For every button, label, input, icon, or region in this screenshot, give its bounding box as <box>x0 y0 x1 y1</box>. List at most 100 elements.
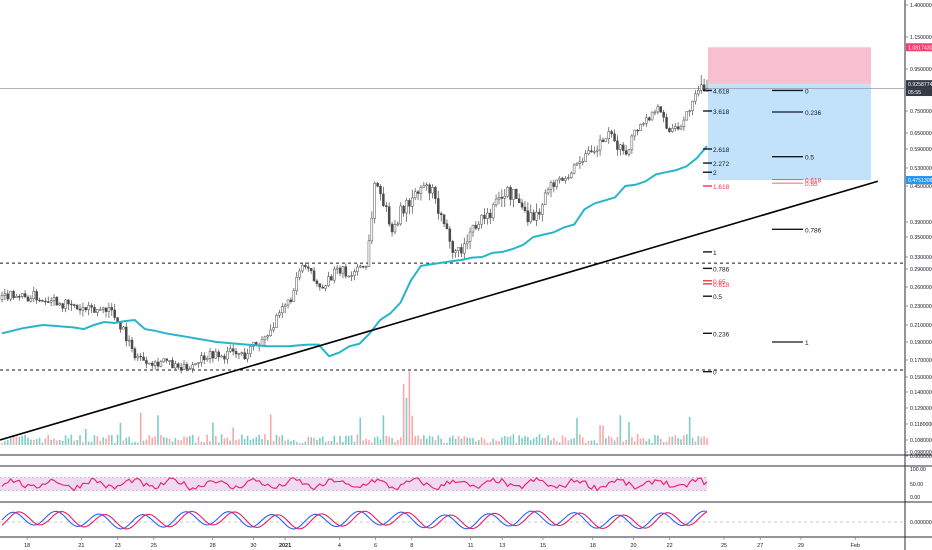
volume-bar <box>535 436 538 445</box>
candle-body <box>188 368 192 370</box>
candle-body <box>402 205 405 214</box>
candle-body <box>373 182 376 219</box>
volume-bar <box>53 438 55 445</box>
volume-bar <box>423 435 425 445</box>
volume-bar <box>316 440 318 445</box>
candle-body <box>20 293 24 297</box>
volume-bar <box>512 434 515 445</box>
volume-bar <box>414 436 416 445</box>
volume-bar <box>9 438 12 445</box>
volume-bar <box>651 442 653 445</box>
candle-body <box>627 149 631 155</box>
candle-body <box>153 361 157 366</box>
volume-bar <box>573 438 575 445</box>
candle-body <box>694 93 697 102</box>
volume-bar <box>561 435 564 445</box>
time-axis-label: 4 <box>338 543 341 549</box>
candle-body <box>289 299 293 302</box>
volume-bar <box>99 440 102 445</box>
fib-extension-label: 0.618 <box>713 282 730 289</box>
volume-bar <box>125 437 128 445</box>
volume-bar <box>553 437 555 445</box>
time-axis: 18 21 23 25 28 30 2021 4 6 8 11 13 15 18 20 22 25 27 29 Feb <box>24 537 860 549</box>
candle-body <box>226 351 229 360</box>
volume-bar <box>648 439 651 445</box>
fib-extension-label: 0.65 <box>713 279 726 286</box>
price-badge <box>906 43 932 52</box>
volume-bar <box>32 440 35 445</box>
candle-body <box>405 200 408 214</box>
volume-bar <box>206 434 208 445</box>
candle-body <box>269 329 272 336</box>
candle-body <box>96 309 99 313</box>
volume-bar <box>301 442 304 445</box>
volume-bar <box>290 440 292 445</box>
candle-body <box>304 264 307 268</box>
volume-bar <box>665 441 668 445</box>
price-axis-label: 0.21000000 <box>910 323 932 329</box>
candle-body <box>633 129 637 137</box>
time-axis-label: 23 <box>115 543 121 549</box>
candle-body <box>379 185 382 195</box>
candle-body <box>127 339 131 342</box>
volume-bar <box>194 442 197 445</box>
time-axis-label: 29 <box>798 543 804 549</box>
candle-body <box>486 212 489 219</box>
candle-body <box>601 139 605 142</box>
volume-bar <box>480 437 483 445</box>
volume-bar <box>15 436 18 445</box>
candle-body <box>266 335 270 338</box>
candle-body <box>347 275 350 278</box>
candle-body <box>390 223 394 233</box>
price-axis-label: 0.75000000 <box>910 109 932 115</box>
time-axis-label: 15 <box>540 543 546 549</box>
price-axis: 1.400000001.150000000.950000000.91982347… <box>905 3 932 460</box>
vwap-line <box>1 145 708 358</box>
candle-body <box>35 291 38 301</box>
volume-bar <box>30 439 32 445</box>
candle-body <box>491 204 495 219</box>
candle-body <box>517 198 521 204</box>
volume-bar <box>350 435 353 445</box>
volume-bar <box>238 439 240 445</box>
volume-bar <box>610 437 613 445</box>
candle-body <box>506 187 509 197</box>
candle-body <box>324 285 327 289</box>
candle-body <box>437 198 440 214</box>
candle-body <box>3 293 7 296</box>
candle-body <box>359 265 362 268</box>
candle-body <box>659 106 663 113</box>
price-axis-label: 0.00000000 <box>910 454 932 460</box>
candle-body <box>642 123 645 125</box>
fib-retracement-label: 0.65 <box>805 181 818 188</box>
volume-bar <box>160 435 162 445</box>
candle-body <box>49 300 53 303</box>
candle-body <box>46 301 50 303</box>
volume-bar <box>576 417 578 445</box>
volume-bar <box>437 435 440 445</box>
candle-body <box>38 299 41 302</box>
volume-bar <box>183 436 185 445</box>
candle-body <box>584 153 587 162</box>
volume-bar <box>411 415 414 445</box>
candle-body <box>587 150 590 154</box>
candle-body <box>301 264 304 272</box>
volume-bar <box>691 437 694 445</box>
candle-body <box>113 309 116 318</box>
candle-body <box>555 179 559 187</box>
candle-body <box>512 188 515 200</box>
candle-body <box>454 250 457 253</box>
time-axis-label: 22 <box>667 543 673 549</box>
candle-body <box>552 182 556 187</box>
volume-bar <box>524 436 526 445</box>
price-axis-label: 0.53000000 <box>910 166 932 172</box>
volume-bar <box>275 434 278 445</box>
price-axis-label: 0.09800000 <box>910 450 932 456</box>
candle-body <box>179 367 183 370</box>
volume-bar <box>376 436 379 445</box>
price-axis-label: 0.11800000 <box>910 422 932 428</box>
volume-bar <box>457 436 460 445</box>
candle-body <box>61 303 64 309</box>
fib-extension-label: 1.618 <box>713 184 730 191</box>
trendline <box>0 180 879 441</box>
